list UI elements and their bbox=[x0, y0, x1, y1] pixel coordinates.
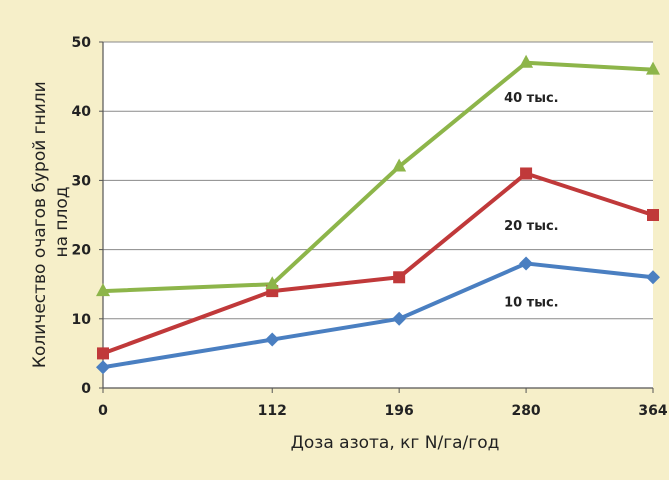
series-markers bbox=[96, 54, 660, 375]
y-tick-label: 40 bbox=[72, 104, 92, 120]
y-axis-title: Количество очагов бурой гнили на плод bbox=[30, 76, 72, 368]
diamond-marker bbox=[265, 332, 280, 347]
square-marker bbox=[520, 167, 533, 180]
y-tick-label: 10 bbox=[72, 312, 92, 328]
plot-background bbox=[103, 42, 653, 388]
x-tick-label: 0 bbox=[98, 403, 108, 419]
triangle-marker bbox=[646, 61, 660, 75]
y-tick-label: 0 bbox=[81, 381, 91, 397]
y-axis-title-line-1: Количество очагов бурой гнили bbox=[30, 81, 50, 368]
series-label-3: 40 тыс. bbox=[504, 91, 559, 106]
y-tick-labels: 0 10 20 30 40 50 bbox=[72, 35, 92, 397]
square-marker bbox=[647, 209, 659, 221]
x-tick-label: 112 bbox=[258, 403, 287, 419]
plot-area bbox=[96, 41, 660, 393]
x-axis-title: Доза азота, кг N/га/год bbox=[291, 433, 500, 453]
series-label-1: 10 тыс. bbox=[504, 295, 559, 310]
x-tick-label: 364 bbox=[638, 403, 667, 419]
axes bbox=[99, 41, 654, 393]
diamond-marker bbox=[519, 256, 534, 271]
diamond-marker bbox=[392, 311, 407, 326]
diamond-marker bbox=[96, 360, 110, 375]
square-marker bbox=[97, 347, 109, 360]
triangle-marker bbox=[96, 283, 110, 297]
y-tick-label: 50 bbox=[72, 35, 92, 51]
x-tick-label: 196 bbox=[385, 403, 414, 419]
y-tick-label: 20 bbox=[72, 243, 92, 259]
y-axis-title-line-2: на плод bbox=[52, 186, 72, 257]
triangle-marker bbox=[392, 158, 407, 172]
x-tick-label: 280 bbox=[511, 403, 540, 419]
triangle-marker bbox=[265, 276, 280, 290]
y-tick-label: 30 bbox=[72, 173, 92, 189]
diamond-marker bbox=[646, 270, 660, 285]
square-marker bbox=[393, 271, 406, 284]
triangle-marker bbox=[519, 54, 534, 68]
series-label-2: 20 тыс. bbox=[504, 219, 559, 234]
series-labels: 10 тыс. 20 тыс. 40 тыс. bbox=[504, 91, 559, 310]
x-tick-labels: 0 112 196 280 364 bbox=[98, 403, 668, 419]
